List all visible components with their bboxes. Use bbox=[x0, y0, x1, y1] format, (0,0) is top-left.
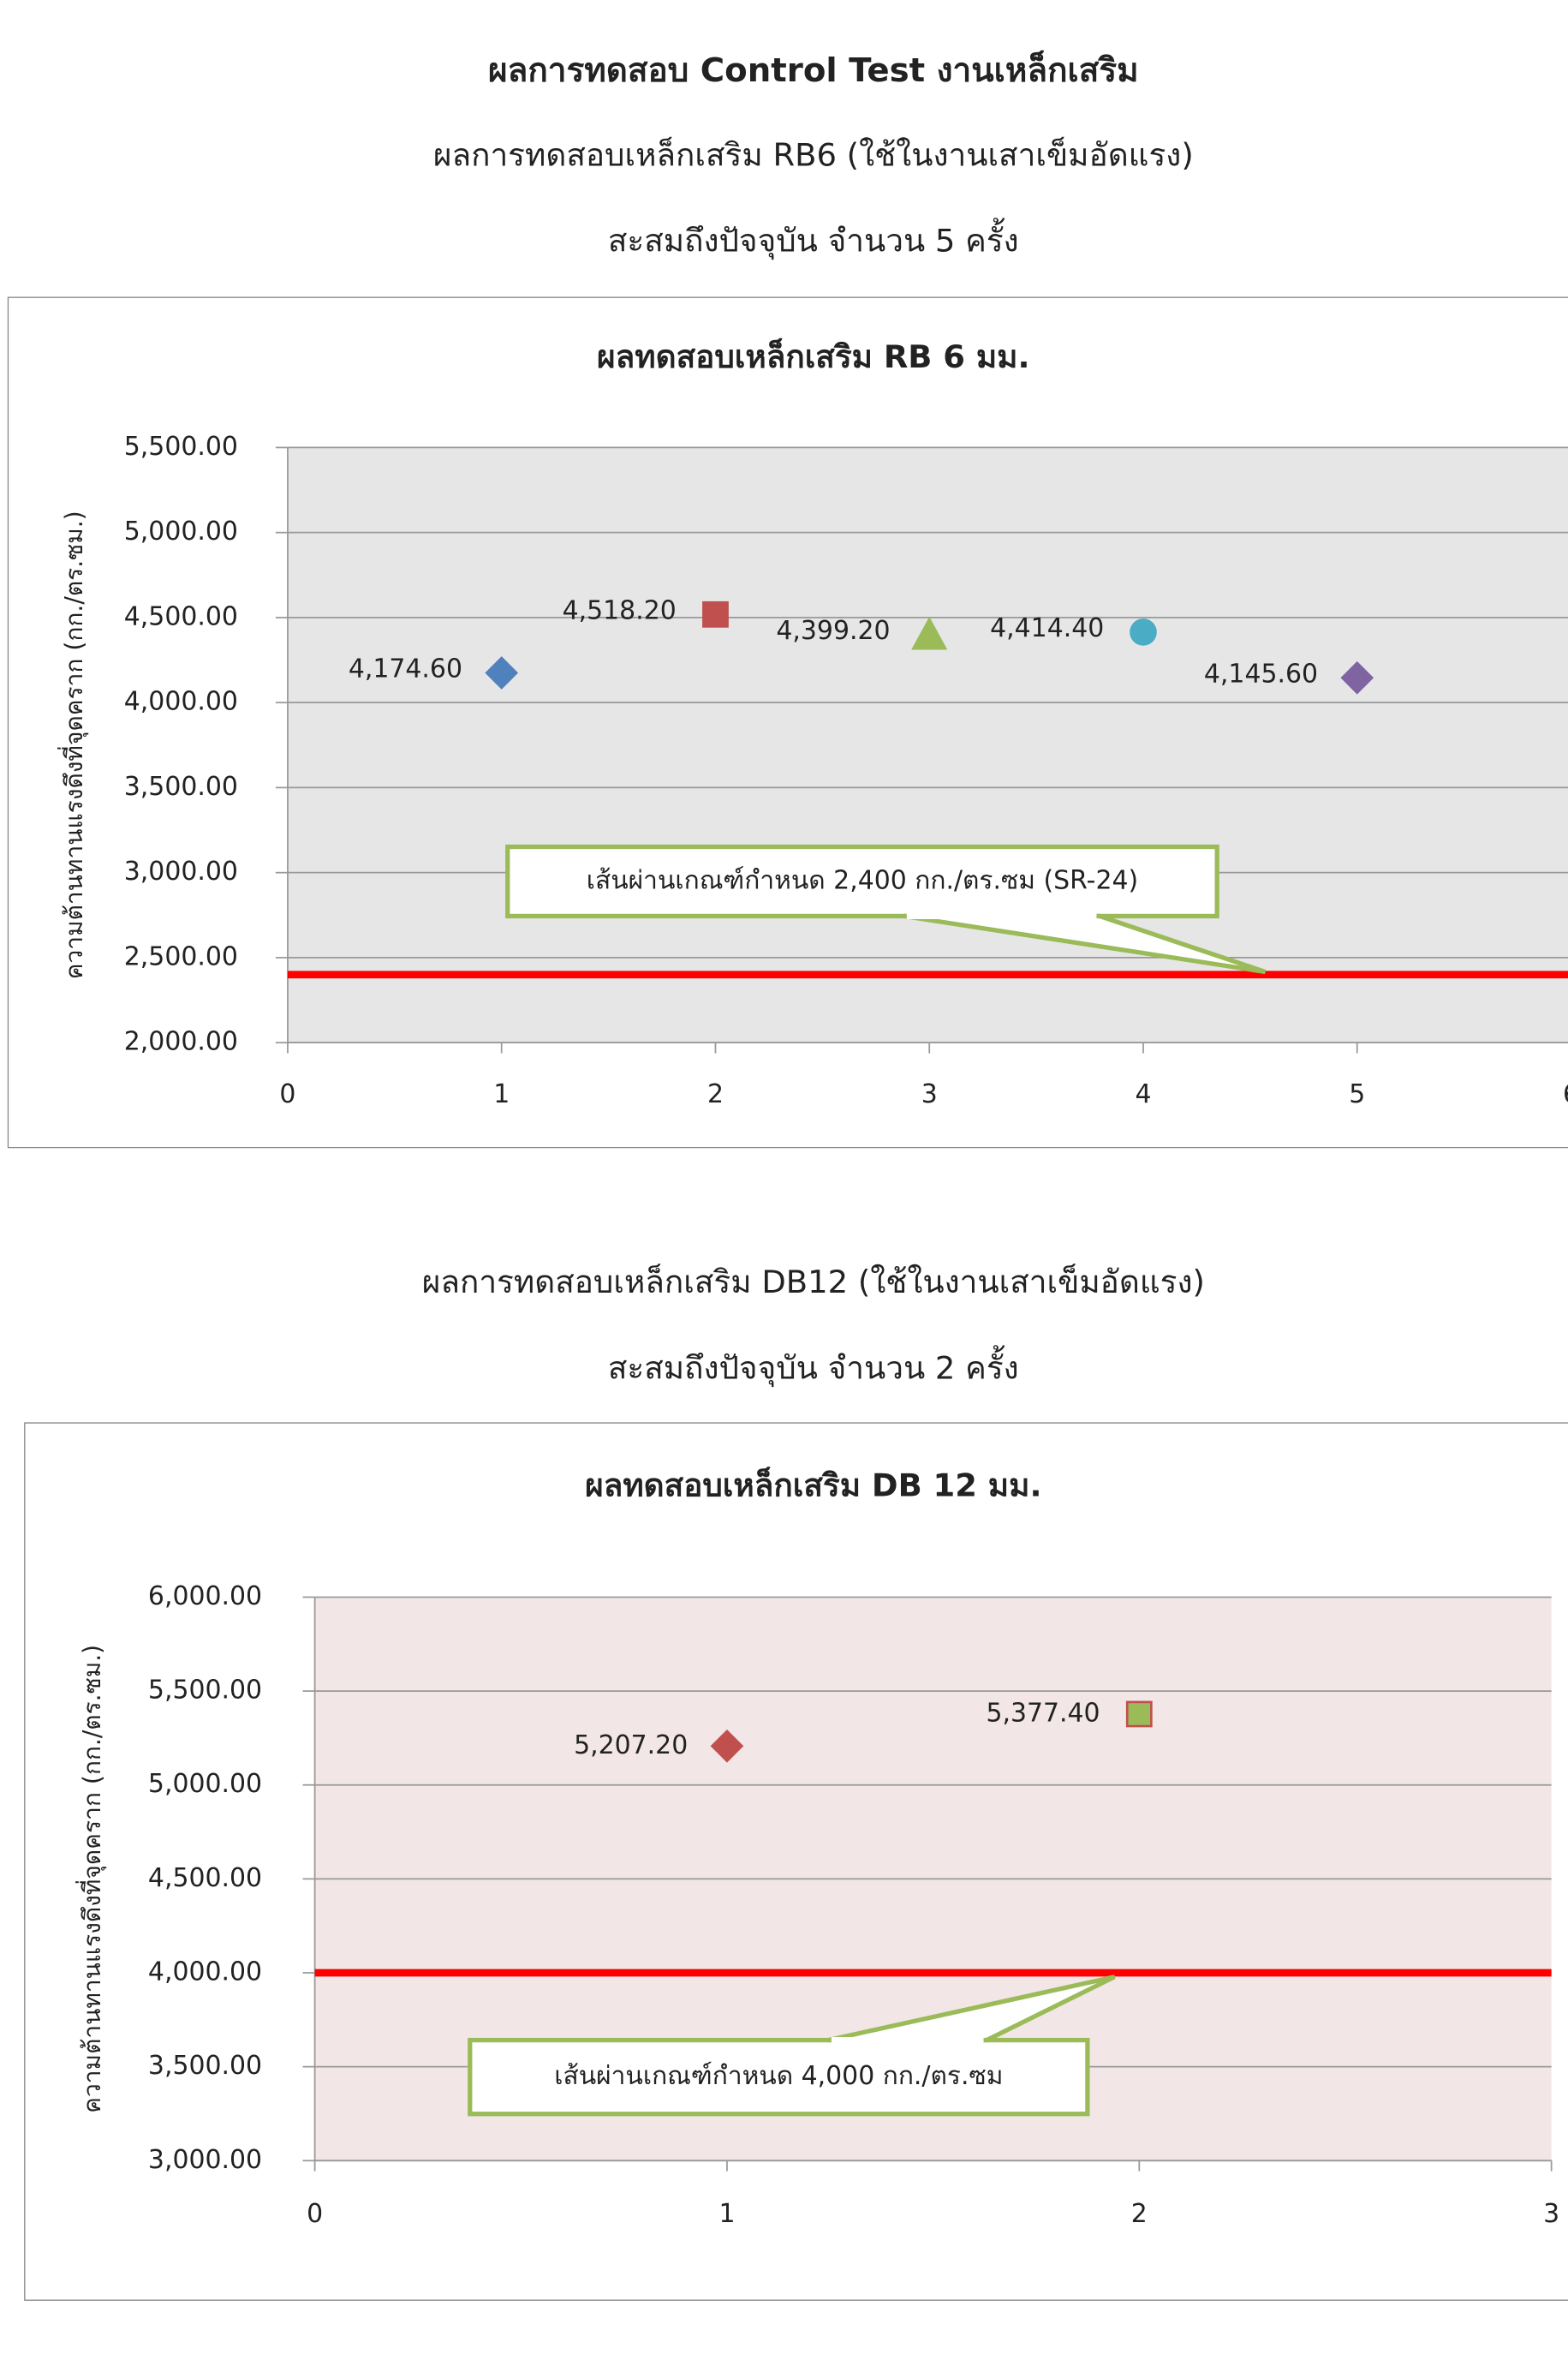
marker bbox=[1130, 618, 1157, 646]
annotation-box bbox=[505, 844, 1219, 919]
annotation-box bbox=[468, 2037, 1090, 2117]
y-tick-label: 3,000.00 bbox=[124, 857, 238, 887]
subtitle: ผลการทดสอบเหล็กเสริม RB6 (ใช้ในงานเสาเข็… bbox=[433, 135, 1194, 173]
chart-body: ผลทดสอบเหล็กเสริม DB 12 มม. ความต้านทานแร… bbox=[24, 1422, 1568, 2301]
marker bbox=[485, 656, 519, 690]
plot-area bbox=[287, 447, 1568, 1043]
x-tick-label: 2 bbox=[1131, 2199, 1148, 2229]
chart-body: ผลทดสอบเหล็กเสริม RB 6 มม. ความต้านทานแรง… bbox=[7, 296, 1568, 1149]
data-label: 5,377.40 bbox=[986, 1698, 1100, 1728]
annotation-text: เส้นผ่านเกณฑ์กำหนด 2,400 กก./ตร.ซม (SR-2… bbox=[587, 865, 1138, 895]
x-tick-label: 4 bbox=[1135, 1079, 1151, 1109]
y-tick-label: 3,000.00 bbox=[148, 2145, 262, 2175]
y-tick-label: 3,500.00 bbox=[124, 772, 238, 802]
marker bbox=[710, 1729, 744, 1763]
data-label: 4,145.60 bbox=[1204, 659, 1318, 689]
data-label: 5,207.20 bbox=[574, 1730, 688, 1760]
data-label: 4,414.40 bbox=[990, 613, 1104, 643]
y-tick-label: 4,500.00 bbox=[124, 601, 238, 631]
x-tick-label: 6 bbox=[1563, 1079, 1568, 1109]
y-tick-label: 5,500.00 bbox=[124, 432, 238, 462]
y-tick-label: 4,000.00 bbox=[148, 1957, 262, 1987]
page-title: ผลการทดสอบ Control Test งานเหล็กเสริม bbox=[488, 50, 1139, 90]
chart: ผลทดสอบเหล็กเสริม RB 6 มม. ความต้านทานแรง… bbox=[7, 296, 1568, 1149]
x-tick-label: 3 bbox=[1543, 2199, 1559, 2229]
chart-title: ผลทดสอบเหล็กเสริม RB 6 มม. bbox=[597, 338, 1030, 375]
x-tick-label: 2 bbox=[707, 1079, 724, 1109]
marker bbox=[702, 600, 729, 628]
x-tick-label: 3 bbox=[921, 1079, 938, 1109]
x-tick-label: 1 bbox=[493, 1079, 510, 1109]
subtitle: สะสมถึงปัจจุบัน จำนวน 5 ครั้ง bbox=[608, 218, 1019, 260]
x-tick-label: 0 bbox=[279, 1079, 295, 1109]
subtitle: สะสมถึงปัจจุบัน จำนวน 2 ครั้ง bbox=[608, 1344, 1019, 1387]
x-tick-label: 0 bbox=[307, 2199, 323, 2229]
y-tick-label: 2,000.00 bbox=[124, 1027, 238, 1057]
y-tick-label: 3,500.00 bbox=[148, 2051, 262, 2081]
chart-title: ผลทดสอบเหล็กเสริม DB 12 มม. bbox=[585, 1467, 1041, 1504]
subtitle: ผลการทดสอบเหล็กเสริม DB12 (ใช้ในงานเสาเข… bbox=[422, 1263, 1205, 1300]
x-tick-label: 5 bbox=[1349, 1079, 1365, 1109]
y-tick-label: 4,500.00 bbox=[148, 1863, 262, 1893]
data-label: 4,518.20 bbox=[563, 595, 677, 625]
y-tick-label: 2,500.00 bbox=[124, 941, 238, 971]
y-axis-label: ความต้านทานแรงดึงที่จุดคราก (กก./ตร.ซม.) bbox=[75, 1645, 107, 2113]
x-tick-label: 1 bbox=[718, 2199, 735, 2229]
y-tick-label: 6,000.00 bbox=[148, 1581, 262, 1611]
annotation-text: เส้นผ่านเกณฑ์กำหนด 4,000 กก./ตร.ซม bbox=[554, 2061, 1003, 2091]
marker bbox=[911, 616, 948, 650]
y-tick-label: 5,000.00 bbox=[148, 1769, 262, 1799]
data-label: 4,174.60 bbox=[349, 654, 462, 684]
y-tick-label: 4,000.00 bbox=[124, 687, 238, 717]
marker bbox=[1125, 1700, 1153, 1728]
y-tick-label: 5,500.00 bbox=[148, 1676, 262, 1706]
data-label: 4,399.20 bbox=[776, 616, 890, 646]
chart: ผลทดสอบเหล็กเสริม DB 12 มม. ความต้านทานแร… bbox=[24, 1422, 1568, 2301]
y-axis-label: ความต้านทานแรงดึงที่จุดคราก (กก./ตร.ซม.) bbox=[57, 511, 89, 979]
y-tick-label: 5,000.00 bbox=[124, 517, 238, 547]
